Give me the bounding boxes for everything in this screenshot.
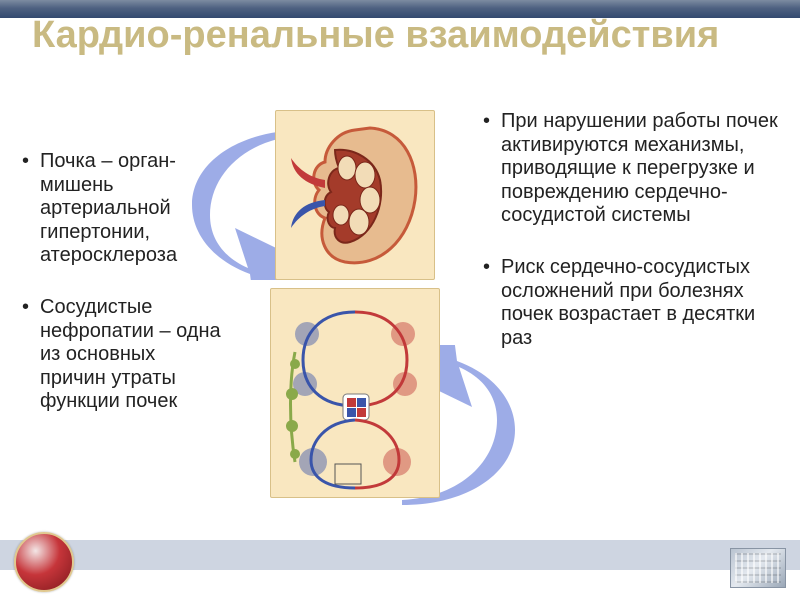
kidney-illustration bbox=[275, 110, 435, 280]
circulation-illustration bbox=[270, 288, 440, 498]
content-columns: Почка – орган-мишень артериальной гиперт… bbox=[22, 110, 778, 540]
left-bullet-2: Сосудистые нефропатии – одна из основных… bbox=[22, 296, 222, 414]
right-bullets: При нарушении работы почек активируются … bbox=[483, 110, 778, 350]
slide-title: Кардио-ренальные взаимодействия bbox=[32, 14, 719, 58]
institution-seal-icon bbox=[14, 532, 74, 592]
footer-band bbox=[0, 540, 800, 570]
right-bullet-2: Риск сердечно-сосудистых осложнений при … bbox=[483, 256, 778, 350]
center-column bbox=[230, 110, 475, 540]
building-photo-icon bbox=[730, 548, 786, 588]
right-column: При нарушении работы почек активируются … bbox=[483, 110, 778, 540]
right-bullet-1: При нарушении работы почек активируются … bbox=[483, 110, 778, 228]
